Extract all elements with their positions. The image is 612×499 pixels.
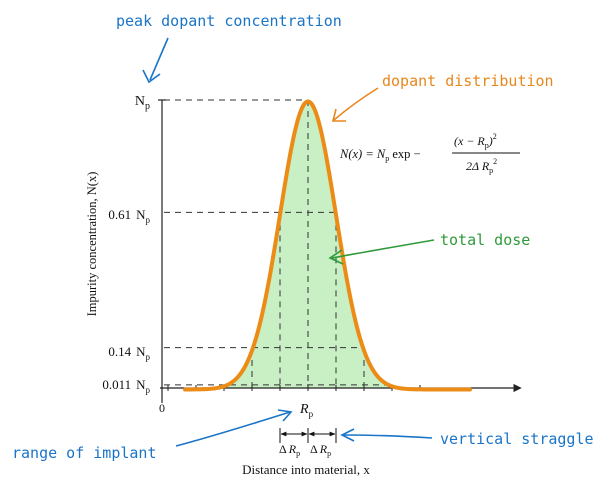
straggle-pointer-head [340, 428, 355, 442]
peak-annotation: peak dopant concentration [116, 12, 342, 30]
distribution-annotation: dopant distribution [382, 72, 554, 90]
x-axis-label: Distance into material, x [242, 462, 370, 477]
rp-label: Rp [299, 402, 314, 419]
range-annotation: range of implant [12, 444, 157, 462]
distribution-arrowhead [331, 108, 346, 122]
origin-label: 0 [159, 401, 165, 415]
svg-text:N(x) = Np exp −: N(x) = Np exp − [339, 147, 421, 163]
y-axis-label: Impurity concentration, N(x) [85, 172, 99, 317]
straggle-pointer [343, 434, 433, 439]
svg-text:(x − Rp)2: (x − Rp)2 [454, 132, 497, 150]
straggle-annotation: vertical straggle [440, 430, 594, 448]
dose-annotation: total dose [440, 231, 530, 249]
level-label-0011: 0.011 Np [102, 377, 150, 395]
peak-arrow [149, 37, 169, 81]
gaussian-equation: N(x) = Np exp − (x − Rp)2 2Δ Rp2 [339, 132, 520, 175]
distribution-arrow [333, 87, 379, 121]
range-arrowhead [277, 409, 293, 422]
range-arrow [175, 411, 291, 447]
level-label-np: Np [135, 94, 150, 112]
straggle-label-right: Δ Rp [310, 442, 331, 458]
svg-text:2Δ Rp2: 2Δ Rp2 [466, 157, 497, 175]
dopant-distribution-curve [183, 99, 472, 392]
level-label-014: 0.14 Np [108, 344, 150, 362]
level-label-061: 0.61 Np [108, 207, 150, 225]
total-dose-area [185, 101, 470, 390]
straggle-label-left: Δ Rp [279, 442, 300, 458]
peak-arrowhead [142, 69, 161, 84]
dose-arrow [331, 239, 435, 259]
guide-lines [164, 99, 393, 388]
dose-arrowhead [328, 249, 344, 265]
